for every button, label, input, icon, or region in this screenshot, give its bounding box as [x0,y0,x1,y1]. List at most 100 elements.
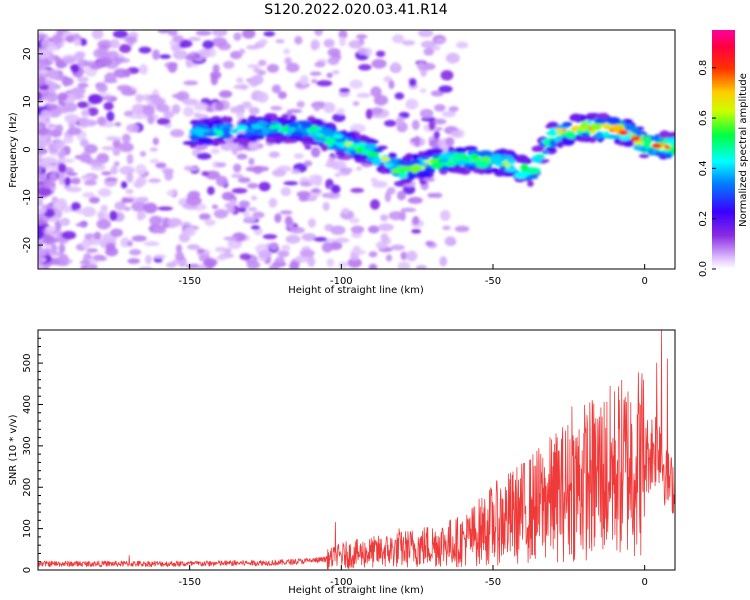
noise-blob [80,109,90,117]
y-tick-label: 400 [22,395,33,414]
noise-blob [350,225,365,234]
noise-blob [144,254,153,265]
ridge-blob [635,129,642,138]
noise-blob [112,138,121,149]
noise-blob [299,249,315,257]
noise-blob [152,137,160,146]
noise-blob [196,248,205,254]
ridge-blob [398,173,408,179]
noise-blob [414,135,421,147]
ridge-blob [447,146,455,152]
ridge-blob [268,125,277,130]
noise-blob [250,195,258,201]
ridge-blob [540,158,550,163]
ridge-blob [524,175,539,180]
noise-blob [38,91,43,101]
noise-blob [38,196,43,203]
noise-blob [93,48,107,59]
x-tick-label: -50 [485,577,501,588]
ridge-blob [643,139,652,147]
noise-blob [102,95,117,101]
noise-blob [238,200,251,209]
noise-blob [55,124,64,133]
noise-blob [218,90,233,99]
noise-blob [77,101,89,109]
noise-blob [322,201,330,211]
ridge-peak [618,130,629,136]
noise-blob [324,192,341,199]
noise-blob [271,169,287,177]
ridge-blob [514,154,529,163]
ridge-blob [355,142,368,148]
noise-blob [435,38,447,44]
noise-blob [171,258,188,265]
noise-blob [126,153,134,165]
ridge-blob [353,154,365,160]
snr-y-ticks: 0 100 200 300 400 500 [22,329,43,573]
noise-blob [105,177,118,182]
noise-blob [419,88,427,93]
noise-blob [136,211,147,220]
x-tick-label: 0 [641,276,647,287]
ridge-blob [570,113,582,122]
noise-blob [197,264,207,269]
ridge-blob [580,132,590,138]
noise-blob [454,225,470,233]
noise-blob [211,204,219,210]
noise-blob [303,160,313,167]
ridge-blob [665,138,675,145]
noise-blob [92,254,106,261]
noise-blob [118,142,134,153]
noise-blob [135,176,147,187]
noise-blob [239,253,252,261]
noise-blob [401,40,416,46]
ridge-blob [199,119,205,124]
colorbar-label: Normalized spectral amplitude [738,73,749,227]
ridge-blob [603,131,610,137]
noise-blob [371,107,384,115]
ridge-blob [504,167,518,172]
y-tick-label: 10 [22,95,33,108]
noise-blob [139,150,147,157]
ridge-blob [588,129,596,135]
ridge-blob [483,168,492,174]
noise-blob [379,214,389,222]
noise-blob [166,189,176,197]
noise-blob [339,87,351,93]
noise-blob [175,244,183,253]
noise-blob [80,265,88,269]
noise-blob [307,218,316,228]
noise-blob [131,201,147,212]
noise-blob [380,233,389,243]
noise-blob [170,129,185,138]
noise-blob [408,78,417,87]
snr-panel: -150 -100 -50 0 0 100 200 300 400 500 Height of … [8,329,676,596]
noise-blob [441,110,456,118]
noise-blob [352,101,360,107]
ridge-blob [332,134,344,139]
noise-blob [183,80,199,86]
ridge-peak [603,124,614,130]
noise-blob [131,235,147,242]
ridge-blob [471,153,479,160]
noise-blob [64,176,71,187]
noise-blob [271,84,282,94]
noise-blob [78,116,91,128]
noise-blob [90,161,104,167]
noise-blob [38,137,47,142]
ridge-blob [301,136,316,143]
noise-blob [54,140,66,147]
ridge-blob [594,133,604,139]
noise-blob [72,33,81,40]
noise-blob [186,244,200,250]
ridge-blob [665,152,673,159]
noise-blob [122,197,134,203]
noise-blob [400,207,417,213]
noise-blob [97,210,105,220]
spectrogram-y-ticks: -20 -10 0 10 20 [22,48,43,253]
noise-blob [42,234,53,243]
noise-blob [97,187,112,197]
noise-blob [421,40,436,49]
noise-blob [87,60,95,66]
noise-blob [105,242,116,252]
